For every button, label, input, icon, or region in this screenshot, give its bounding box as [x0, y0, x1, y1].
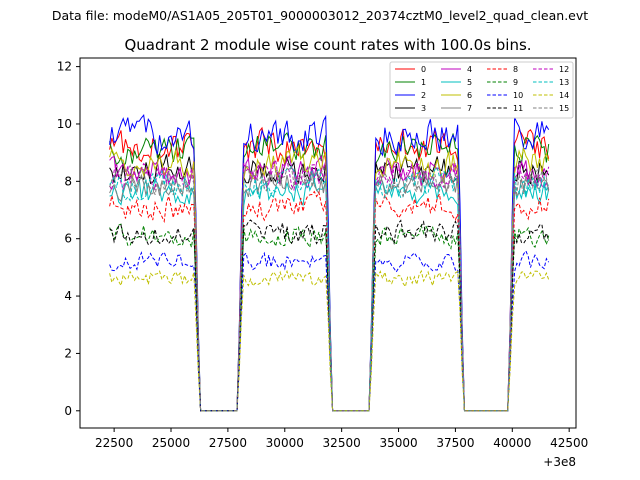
series-layer: [109, 114, 550, 412]
series-line-2: [109, 114, 550, 412]
x-tick-label: 22500: [95, 436, 133, 450]
legend-label-4: 4: [467, 65, 472, 74]
y-tick-label: 6: [64, 232, 72, 246]
legend-label-14: 14: [559, 91, 569, 100]
x-offset-label: +3e8: [543, 455, 576, 469]
x-tick-label: 30000: [266, 436, 304, 450]
legend-label-2: 2: [421, 91, 426, 100]
y-tick-label: 10: [57, 117, 72, 131]
x-tick-label: 35000: [379, 436, 417, 450]
legend-label-13: 13: [559, 78, 569, 87]
x-tick-label: 42500: [550, 436, 588, 450]
legend-label-7: 7: [467, 104, 472, 113]
legend-label-6: 6: [467, 91, 472, 100]
legend-label-15: 15: [559, 104, 569, 113]
legend-frame: [389, 61, 574, 119]
axes-layer: 22500 25000 27500 30000 32500 35000 37500 40000…: [57, 60, 589, 450]
plot-area: [79, 57, 577, 429]
x-tick-label: 40000: [493, 436, 531, 450]
legend-label-10: 10: [513, 91, 523, 100]
series-line-14: [109, 269, 550, 412]
legend-label-1: 1: [421, 78, 426, 87]
legend-label-9: 9: [513, 78, 518, 87]
legend-label-11: 11: [513, 104, 523, 113]
chart-title: Quadrant 2 module wise count rates with …: [124, 36, 531, 54]
y-tick-label: 2: [64, 346, 72, 360]
series-line-11: [109, 219, 550, 412]
legend-label-5: 5: [467, 78, 472, 87]
x-tick-label: 32500: [323, 436, 361, 450]
x-tick-label: 37500: [436, 436, 474, 450]
y-tick-label: 0: [64, 404, 72, 418]
chart-suptitle: Data file: modeM0/AS1A05_205T01_90000030…: [52, 8, 588, 23]
series-line-12: [109, 157, 550, 412]
x-tick-label: 27500: [209, 436, 247, 450]
y-tick-label: 8: [64, 174, 72, 188]
legend-label-12: 12: [559, 65, 569, 74]
series-line-15: [109, 163, 550, 412]
y-tick-label: 4: [64, 289, 72, 303]
legend-label-3: 3: [421, 104, 426, 113]
x-tick-label: 25000: [152, 436, 190, 450]
legend-label-8: 8: [513, 65, 518, 74]
legend-label-0: 0: [421, 65, 426, 74]
y-tick-label: 12: [57, 60, 72, 74]
